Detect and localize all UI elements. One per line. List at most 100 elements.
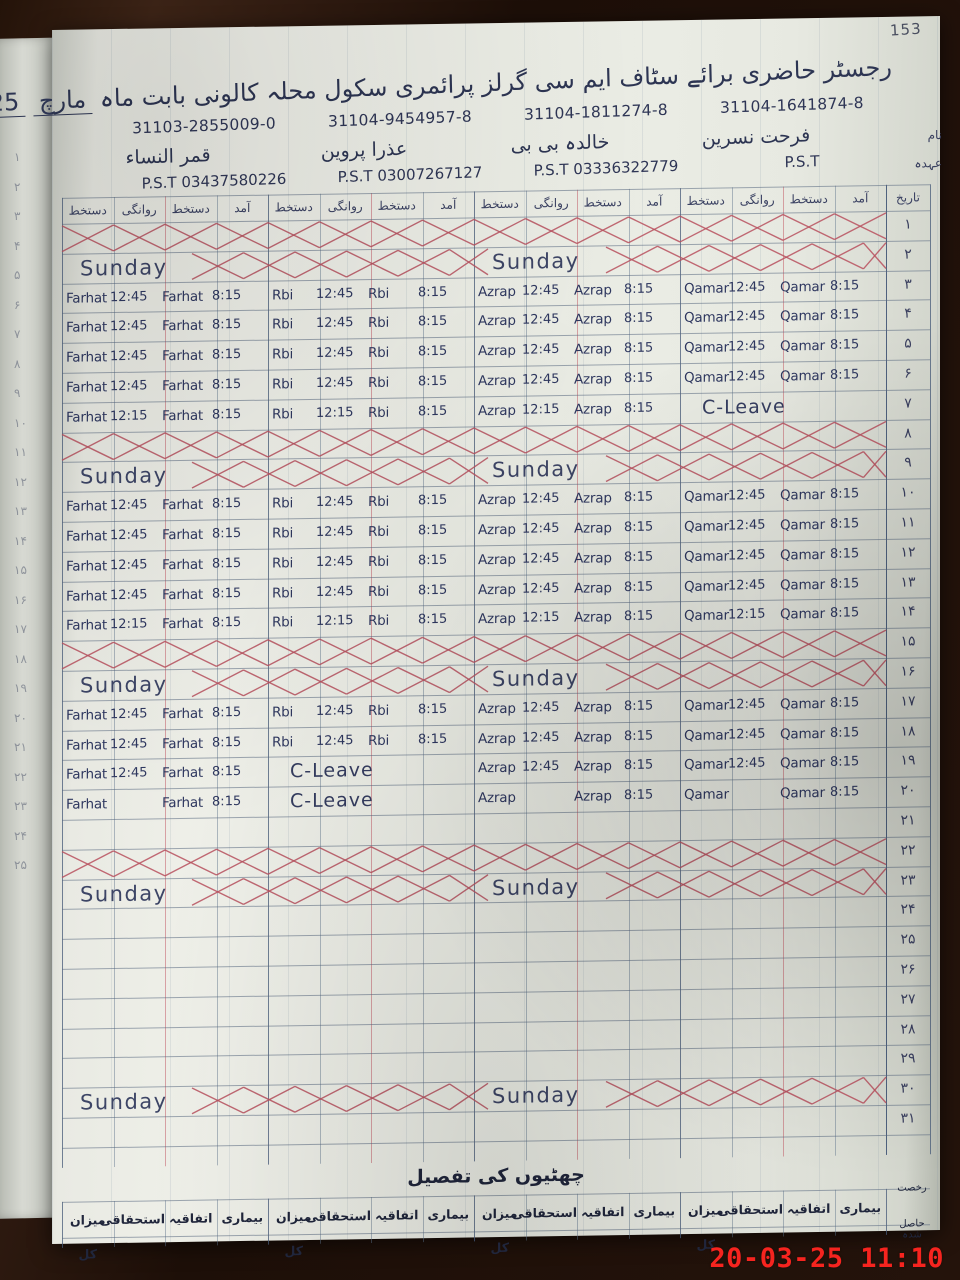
signature-entry: Qamar: [779, 368, 825, 385]
time-entry: 8:15: [829, 575, 860, 592]
grid-horizontal-rule: [62, 955, 930, 970]
time-entry: 8:15: [829, 337, 860, 354]
leave-column-header: بیماری: [633, 1203, 676, 1219]
row-number: ۲۴: [900, 901, 916, 919]
row-number: ۲۲: [900, 842, 916, 859]
facing-page-row-number: ۱۶: [14, 592, 27, 607]
time-entry: 8:15: [417, 582, 448, 598]
time-entry: 8:15: [417, 701, 448, 718]
signature-entry: Qamar: [683, 518, 729, 535]
sunday-marker: Sunday: [492, 457, 580, 483]
signature-entry: Farhat: [161, 616, 204, 633]
signature-entry: Farhat: [161, 347, 204, 365]
time-entry: 8:15: [211, 496, 242, 512]
signature-entry: Qamar: [683, 548, 729, 565]
row-number: ۲۶: [900, 961, 916, 978]
signature-entry: Farhat: [65, 289, 108, 307]
grid-horizontal-rule: [62, 925, 930, 941]
signature-entry: Farhat: [65, 528, 108, 545]
signature-entry: Rbi: [367, 374, 390, 391]
signature-entry: Farhat: [161, 318, 204, 335]
signature-entry: Qamar: [683, 756, 729, 774]
signature-entry: Rbi: [367, 732, 390, 749]
row-number: ۱۱: [900, 514, 916, 531]
signature-entry: Rbi: [271, 316, 294, 333]
facing-page-row-number: ۱۸: [14, 651, 27, 666]
time-entry: 12:15: [727, 606, 766, 623]
time-entry: 8:15: [829, 486, 860, 503]
signature-entry: Farhat: [65, 409, 108, 426]
signature-entry: Qamar: [683, 697, 729, 714]
signature-entry: Qamar: [779, 576, 825, 594]
time-entry: 8:15: [623, 310, 654, 327]
signature-entry: Farhat: [161, 586, 204, 603]
leave-column-header: بیماری: [427, 1206, 470, 1223]
signature-entry: Azrap: [573, 609, 612, 627]
facing-page-row-number: ۲۴: [14, 828, 27, 843]
time-entry: 12:45: [109, 497, 148, 514]
time-entry: 12:15: [109, 616, 148, 633]
facing-page-row-number: ۴: [14, 238, 21, 253]
signature-entry: Azrap: [477, 492, 516, 509]
staff-post: P.S.T 03437580226: [141, 169, 287, 193]
time-entry: 12:45: [727, 308, 766, 325]
row-number: ۱۲: [900, 544, 916, 561]
signature-entry: Farhat: [65, 736, 108, 754]
leave-column-header: اتفاقیہ: [787, 1200, 831, 1217]
time-entry: 12:45: [109, 348, 148, 365]
signature-entry: Rbi: [367, 493, 390, 511]
time-entry: 12:15: [521, 401, 560, 418]
signature-entry: Azrap: [477, 581, 516, 598]
row-number: ۱۷: [900, 693, 916, 710]
time-entry: 8:15: [623, 519, 654, 536]
leave-column-header: اتفاقیہ: [375, 1207, 419, 1223]
signature-entry: Farhat: [65, 319, 108, 337]
facing-page-row-number: ۱۲: [14, 474, 27, 489]
row-number: ۸: [904, 425, 912, 442]
facing-page-row-number: ۸: [14, 356, 21, 371]
leave-column-header: اتفاقیہ: [581, 1204, 625, 1220]
time-entry: 12:45: [727, 517, 766, 534]
signature-entry: Rbi: [271, 614, 294, 631]
signature-entry: Azrap: [573, 401, 612, 418]
staff-cnic: 31104-1641874-8: [719, 93, 865, 117]
column-header-date: تاریخ: [896, 190, 920, 205]
signature-entry: Azrap: [477, 402, 516, 419]
column-header: آمد: [646, 194, 663, 209]
row-number: ۲۷: [900, 991, 916, 1008]
grid-horizontal-rule: [62, 1014, 930, 1030]
signature-entry: Azrap: [477, 790, 516, 807]
time-entry: 8:15: [417, 284, 448, 300]
time-entry: 12:45: [109, 288, 148, 305]
facing-page-row-number: ۱۹: [14, 681, 27, 695]
time-entry: 12:15: [315, 404, 354, 421]
row-number: ۱۴: [900, 603, 916, 621]
time-entry: 12:15: [315, 613, 354, 630]
time-entry: 8:15: [211, 794, 242, 810]
column-header: روانگی: [739, 192, 775, 208]
row-number: ۵: [904, 335, 912, 352]
time-entry: 8:15: [623, 280, 654, 297]
signature-entry: Azrap: [573, 520, 612, 537]
signature-entry: Azrap: [573, 341, 612, 358]
facing-page-row-number: ۱۵: [14, 563, 27, 577]
time-entry: 12:15: [521, 610, 560, 627]
leave-marker: C-Leave: [290, 759, 374, 783]
signature-entry: Qamar: [779, 308, 825, 325]
signature-entry: Rbi: [271, 584, 294, 602]
leave-column-header: بیماری: [839, 1199, 882, 1216]
row-number: ۹: [904, 454, 912, 472]
time-entry: 8:15: [829, 694, 860, 711]
time-entry: 12:45: [315, 315, 354, 332]
column-header: دستخط: [274, 199, 313, 215]
signature-entry: Farhat: [65, 498, 108, 515]
signature-entry: Azrap: [477, 700, 516, 717]
time-entry: 12:45: [315, 375, 354, 392]
grid-vertical-rule: [930, 184, 931, 1155]
time-entry: 8:15: [623, 578, 654, 595]
grid-horizontal-rule: [62, 1044, 930, 1060]
leave-marker: C-Leave: [702, 395, 786, 419]
time-entry: 8:15: [829, 754, 860, 771]
row-number: ۳۰: [900, 1080, 916, 1097]
signature-entry: Rbi: [271, 376, 294, 393]
